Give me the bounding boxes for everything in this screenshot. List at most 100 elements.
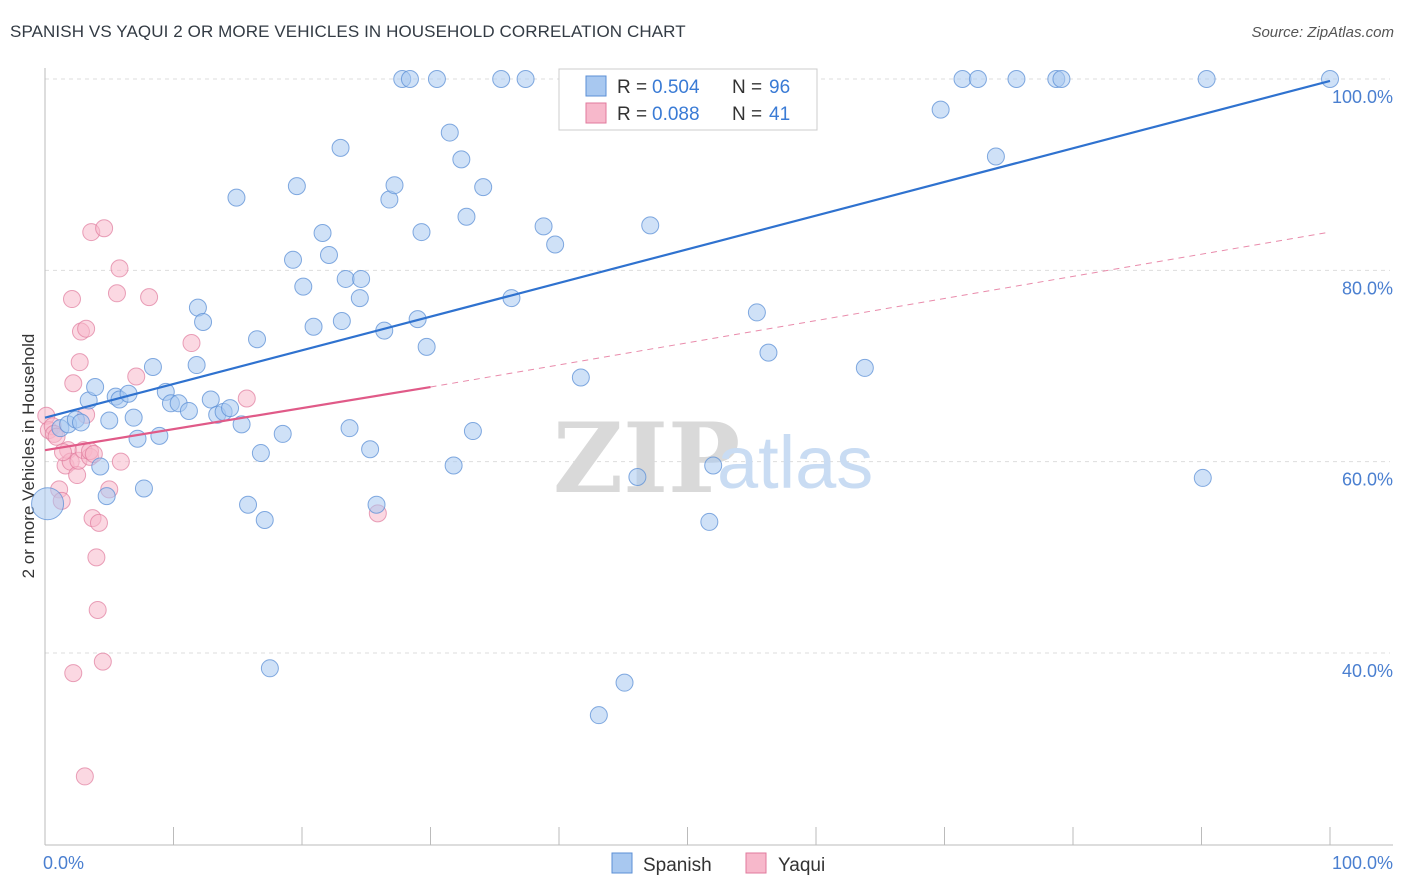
yaqui-point — [182, 334, 201, 353]
spanish-point — [221, 399, 240, 418]
yaqui-trendline — [44, 385, 431, 452]
yaqui-point — [111, 452, 130, 471]
spanish-point — [452, 150, 471, 169]
source-attribution: Source: ZipAtlas.com — [1251, 24, 1394, 41]
spanish-point — [385, 176, 404, 195]
yaqui-point — [110, 259, 129, 278]
x-tick-label-min: 0.0% — [43, 853, 84, 873]
watermark-atlas: atlas — [717, 421, 873, 504]
yaqui-points — [37, 219, 387, 786]
y-tick-label-60: 60.0% — [1342, 470, 1393, 490]
legend-r-label-spanish: R = — [617, 77, 647, 98]
spanish-point — [100, 411, 119, 430]
spanish-point — [31, 487, 65, 521]
spanish-point — [1197, 70, 1216, 88]
spanish-point — [457, 207, 476, 226]
yaqui-point — [107, 284, 126, 303]
spanish-point — [352, 269, 371, 288]
spanish-point — [179, 401, 198, 420]
spanish-point — [361, 440, 380, 459]
yaqui-point — [237, 389, 256, 408]
spanish-point — [474, 178, 493, 197]
legend-n-value-yaqui: 41 — [769, 104, 790, 125]
bottom-legend-label-spanish: Spanish — [643, 855, 712, 876]
yaqui-point — [62, 290, 81, 309]
spanish-trendline — [44, 79, 1331, 419]
spanish-points — [31, 70, 1339, 725]
stats-legend: R = 0.504 N = 96 R = 0.088 N = 41 — [558, 68, 818, 131]
spanish-point — [239, 495, 258, 514]
spanish-point — [589, 706, 608, 725]
spanish-point — [516, 70, 535, 88]
spanish-point — [440, 123, 459, 142]
chart-title: SPANISH VS YAQUI 2 OR MORE VEHICLES IN H… — [10, 22, 686, 41]
spanish-point — [546, 235, 565, 254]
spanish-point — [350, 289, 369, 308]
spanish-point — [367, 495, 386, 514]
spanish-point — [336, 269, 355, 288]
spanish-point — [313, 224, 332, 243]
spanish-point — [284, 250, 303, 269]
spanish-point — [759, 343, 778, 362]
spanish-point — [332, 312, 351, 331]
yaqui-point — [140, 288, 159, 307]
spanish-point — [187, 356, 206, 375]
spanish-point — [128, 429, 147, 448]
spanish-point — [251, 444, 270, 463]
spanish-point — [615, 673, 634, 692]
legend-n-value-spanish: 96 — [769, 77, 790, 98]
spanish-point — [968, 70, 987, 88]
spanish-point — [273, 424, 292, 443]
spanish-point — [1007, 70, 1026, 88]
spanish-point — [134, 479, 153, 498]
spanish-point — [319, 246, 338, 265]
spanish-point — [331, 138, 350, 157]
yaqui-point — [95, 219, 114, 238]
spanish-point — [628, 467, 647, 486]
yaqui-point — [64, 664, 83, 683]
stats-legend-swatch-spanish — [585, 75, 607, 97]
yaqui-point — [75, 767, 94, 786]
spanish-point — [931, 100, 950, 119]
spanish-point — [201, 390, 220, 409]
spanish-point — [71, 413, 90, 432]
spanish-point — [1052, 70, 1071, 88]
bottom-legend-swatch-spanish — [611, 852, 633, 874]
legend-r-value-spanish: 0.504 — [652, 77, 700, 98]
spanish-point — [97, 487, 116, 506]
legend-n-label-yaqui: N = — [732, 104, 762, 125]
spanish-point — [255, 511, 274, 530]
spanish-point — [1193, 468, 1212, 487]
spanish-point — [86, 378, 105, 397]
spanish-point — [340, 419, 359, 438]
spanish-point — [304, 317, 323, 336]
spanish-point — [641, 216, 660, 235]
spanish-point — [855, 358, 874, 377]
y-tick-label-100: 100.0% — [1332, 87, 1393, 107]
spanish-point — [124, 408, 143, 427]
bottom-legend-label-yaqui: Yaqui — [778, 855, 825, 876]
spanish-point — [91, 457, 110, 476]
trendlines — [44, 79, 1331, 452]
legend-n-label-spanish: N = — [732, 77, 762, 98]
spanish-point — [260, 659, 279, 678]
spanish-point — [427, 70, 446, 88]
yaqui-point — [89, 513, 108, 532]
spanish-point — [747, 303, 766, 322]
yaqui-point — [77, 319, 96, 338]
y-tick-labels: 40.0% 60.0% 80.0% 100.0% — [1332, 87, 1393, 681]
spanish-point — [287, 177, 306, 196]
y-tick-label-40: 40.0% — [1342, 661, 1393, 681]
gridlines — [45, 78, 1390, 654]
x-tick-labels: 0.0% 100.0% — [43, 853, 1393, 873]
yaqui-trendline-extension — [430, 231, 1331, 388]
y-axis-label: 2 or more Vehicles in Household — [19, 334, 38, 579]
spanish-point — [194, 312, 213, 331]
yaqui-point — [64, 374, 83, 393]
spanish-point — [417, 337, 436, 356]
spanish-point — [227, 188, 246, 207]
spanish-point — [248, 330, 267, 349]
bottom-legend: Spanish Yaqui — [611, 852, 825, 876]
spanish-point — [953, 70, 972, 88]
